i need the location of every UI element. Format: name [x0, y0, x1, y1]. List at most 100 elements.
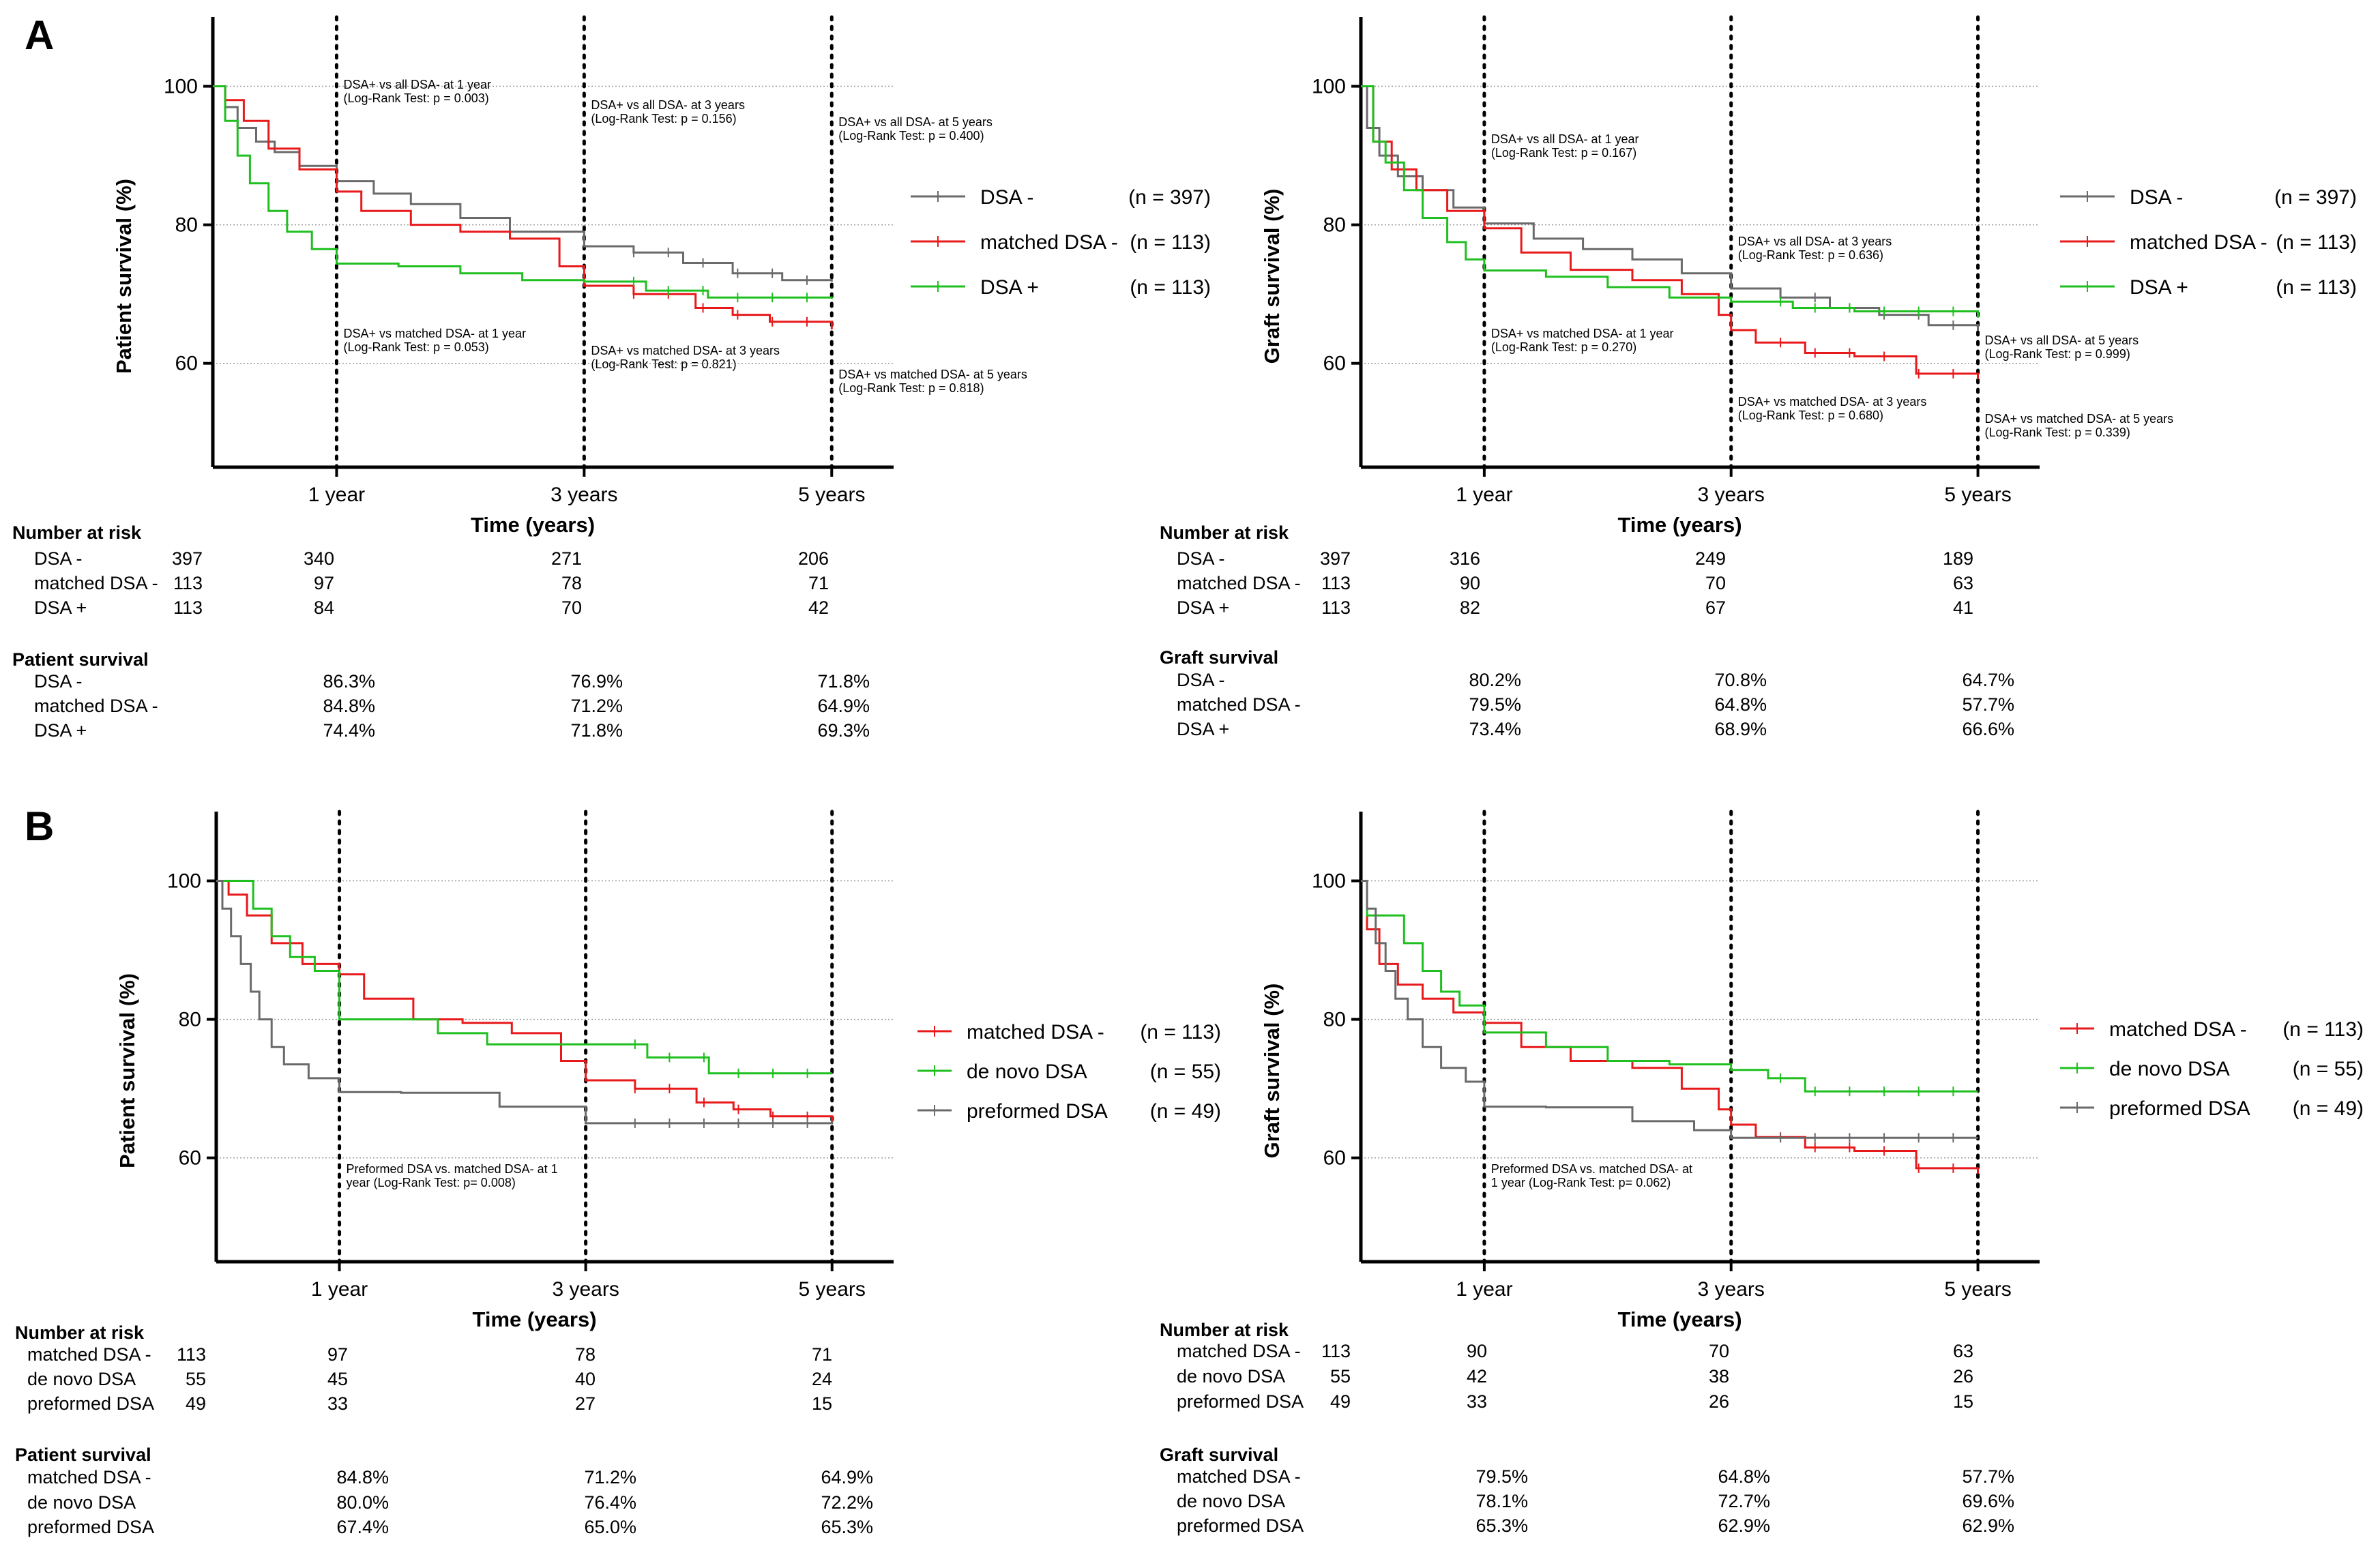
y-tick-label: 80	[1323, 1009, 1346, 1031]
annotation-text: (Log-Rank Test: p = 0.636)	[1738, 248, 1883, 262]
risk-value: 340	[304, 548, 334, 569]
annotation-text: DSA+ vs matched DSA- at 1 year	[1491, 327, 1674, 340]
annotation-text: DSA+ vs all DSA- at 3 years	[591, 98, 745, 112]
x-tick-label: 1 year	[311, 1278, 368, 1301]
annotation-text: DSA+ vs all DSA- at 5 years	[1985, 334, 2139, 347]
risk-row-label: matched DSA -	[34, 573, 158, 593]
x-tick-label: 5 years	[799, 1278, 866, 1301]
survival-value: 78.1%	[1475, 1491, 1528, 1511]
risk-value: 45	[327, 1369, 348, 1389]
risk-value: 249	[1695, 548, 1726, 569]
risk-value: 316	[1450, 548, 1480, 569]
legend-n-label: (n = 55)	[2293, 1058, 2364, 1080]
legend-label: DSA +	[2130, 276, 2188, 299]
risk-value: 97	[327, 1344, 348, 1365]
risk-value: 271	[551, 548, 582, 569]
legend-n-label: (n = 113)	[2276, 231, 2357, 254]
legend-n-label: (n = 49)	[1150, 1100, 1221, 1123]
x-tick-label: 1 year	[1456, 484, 1512, 506]
risk-table-title: Number at risk	[1160, 522, 1289, 543]
y-tick-label: 100	[1312, 870, 1346, 893]
risk-value: 33	[1467, 1391, 1487, 1412]
x-tick-label: 3 years	[1698, 484, 1765, 506]
risk-row-label: preformed DSA	[1177, 1391, 1304, 1412]
risk-value: 40	[575, 1369, 596, 1389]
panel-letter-a: A	[25, 12, 54, 58]
annotation-text: DSA+ vs all DSA- at 1 year	[343, 78, 491, 91]
y-axis-label: Graft survival (%)	[1260, 189, 1284, 364]
risk-value: 26	[1709, 1391, 1729, 1412]
survival-value: 62.9%	[1962, 1515, 2014, 1536]
risk-value: 55	[186, 1369, 206, 1389]
risk-value: 15	[812, 1393, 832, 1414]
risk-row-label: de novo DSA	[27, 1369, 136, 1389]
risk-value: 84	[314, 597, 334, 618]
risk-value: 82	[1460, 597, 1480, 618]
survival-value: 65.0%	[584, 1517, 636, 1537]
chart-B-graft: 60 80 100 1 year 3 years 5 years Graft surviva…	[1160, 810, 2364, 1536]
survival-value: 66.6%	[1962, 719, 2014, 739]
legend-label: matched DSA -	[2130, 231, 2267, 254]
survival-value: 57.7%	[1962, 694, 2014, 715]
y-tick-label: 100	[164, 76, 198, 98]
annotation-text: year (Log-Rank Test: p= 0.008)	[347, 1176, 516, 1189]
x-tick-label: 1 year	[308, 484, 365, 506]
survival-row-label: matched DSA -	[34, 696, 158, 716]
legend-n-label: (n = 397)	[2274, 186, 2357, 209]
survival-value: 64.7%	[1962, 670, 2014, 690]
risk-value: 42	[1467, 1366, 1487, 1387]
survival-value: 73.4%	[1469, 719, 1521, 739]
risk-row-label: matched DSA -	[27, 1344, 151, 1365]
risk-value: 78	[561, 573, 582, 593]
risk-value: 113	[173, 573, 203, 593]
survival-table-title: Graft survival	[1160, 647, 1278, 668]
survival-value: 69.3%	[817, 720, 870, 741]
survival-value: 67.4%	[336, 1517, 389, 1537]
survival-value: 71.8%	[817, 671, 870, 692]
x-tick-label: 3 years	[552, 1278, 619, 1301]
series-line-0	[1361, 880, 1979, 1174]
panel-letter-b: B	[25, 803, 54, 849]
survival-row-label: DSA -	[1177, 670, 1225, 690]
y-tick-label: 80	[1323, 214, 1346, 237]
series-line-1	[216, 880, 832, 1075]
y-tick-label: 60	[175, 353, 198, 375]
survival-value: 74.4%	[323, 720, 375, 741]
risk-value: 70	[1709, 1341, 1729, 1361]
risk-value: 97	[314, 573, 334, 593]
legend-n-label: (n = 113)	[2276, 276, 2357, 299]
survival-value: 84.8%	[323, 696, 375, 716]
survival-value: 79.5%	[1469, 694, 1521, 715]
survival-value: 64.8%	[1714, 694, 1767, 715]
survival-value: 57.7%	[1962, 1466, 2014, 1487]
survival-value: 79.5%	[1475, 1466, 1528, 1487]
survival-value: 71.2%	[584, 1467, 636, 1487]
risk-row-label: DSA +	[34, 597, 87, 618]
survival-value: 62.9%	[1718, 1515, 1770, 1536]
risk-row-label: preformed DSA	[27, 1393, 154, 1414]
survival-value: 64.8%	[1718, 1466, 1770, 1487]
series-line-2	[213, 85, 833, 299]
survival-row-label: preformed DSA	[1177, 1515, 1304, 1536]
annotation-text: (Log-Rank Test: p = 0.003)	[343, 91, 488, 105]
series-line-1	[1361, 880, 1978, 1093]
x-tick-label: 5 years	[1944, 1278, 2011, 1301]
annotation-text: DSA+ vs all DSA- at 3 years	[1738, 235, 1892, 248]
annotation-text: (Log-Rank Test: p = 0.818)	[838, 381, 984, 395]
risk-row-label: DSA +	[1177, 597, 1229, 618]
survival-value: 69.6%	[1962, 1491, 2014, 1511]
risk-value: 27	[575, 1393, 596, 1414]
survival-row-label: de novo DSA	[1177, 1491, 1285, 1511]
risk-value: 397	[1320, 548, 1351, 569]
risk-table-title: Number at risk	[12, 522, 142, 543]
y-tick-label: 60	[179, 1147, 201, 1170]
legend-label: preformed DSA	[967, 1100, 1108, 1123]
y-axis-label: Graft survival (%)	[1260, 983, 1284, 1159]
survival-row-label: matched DSA -	[27, 1467, 151, 1487]
survival-row-label: DSA +	[34, 720, 87, 741]
survival-value: 80.2%	[1469, 670, 1521, 690]
y-tick-label: 60	[1323, 1147, 1346, 1170]
annotation-text: DSA+ vs matched DSA- at 1 year	[343, 327, 526, 340]
survival-value: 86.3%	[323, 671, 375, 692]
